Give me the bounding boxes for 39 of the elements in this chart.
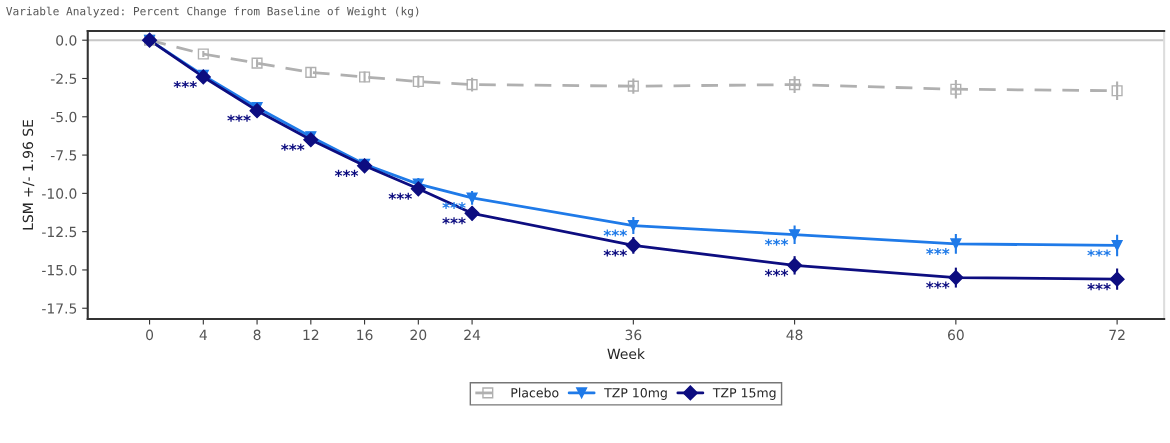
- y-tick-label: -7.5: [50, 150, 77, 161]
- y-tick-label: -15.0: [42, 264, 77, 276]
- y-tick-label: -10.0: [42, 188, 77, 199]
- y-axis-title: LSM +/- 1.96 SE: [22, 120, 35, 230]
- y-tick-label: -17.5: [42, 303, 77, 314]
- data-label: ***: [388, 192, 412, 200]
- data-label: ***: [442, 217, 466, 225]
- data-label: ***: [764, 269, 789, 277]
- x-tick-label: 60: [947, 329, 964, 341]
- data-label: ***: [1087, 283, 1111, 291]
- x-tick-label: 8: [253, 329, 261, 341]
- data-label: ***: [603, 229, 627, 237]
- y-tick-label: -12.5: [42, 226, 77, 238]
- data-label: ***: [764, 238, 789, 246]
- data-label: ***: [1087, 249, 1111, 257]
- x-tick-label: 4: [199, 329, 207, 340]
- data-label: ***: [926, 247, 950, 255]
- x-tick-label: 24: [464, 329, 481, 340]
- x-tick-label: 12: [303, 329, 319, 340]
- legend-label: Placebo: [511, 387, 559, 398]
- y-tick-label: -5.0: [50, 111, 77, 123]
- y-tick-label: -2.5: [50, 73, 77, 84]
- data-label: ***: [281, 143, 305, 151]
- x-tick-label: 36: [625, 329, 642, 341]
- x-tick-label: 48: [786, 329, 803, 341]
- data-label: ***: [926, 281, 950, 289]
- data-label: ***: [603, 249, 627, 257]
- legend-label: TZP 15mg: [712, 388, 776, 400]
- data-label: ***: [334, 169, 359, 177]
- legend-label: TZP 10mg: [604, 388, 667, 400]
- chart-title: Variable Analyzed: Percent Change from Baseline of Weight (kg): [6, 6, 419, 18]
- x-tick-label: 20: [410, 329, 427, 341]
- data-label: ***: [227, 114, 251, 122]
- y-tick-label: 0.0: [56, 35, 77, 46]
- x-tick-label: 16: [357, 329, 373, 341]
- x-tick-label: 72: [1109, 329, 1125, 340]
- data-label: ***: [173, 80, 197, 89]
- x-axis-title: Week: [607, 348, 645, 360]
- x-tick-label: 0: [146, 329, 154, 341]
